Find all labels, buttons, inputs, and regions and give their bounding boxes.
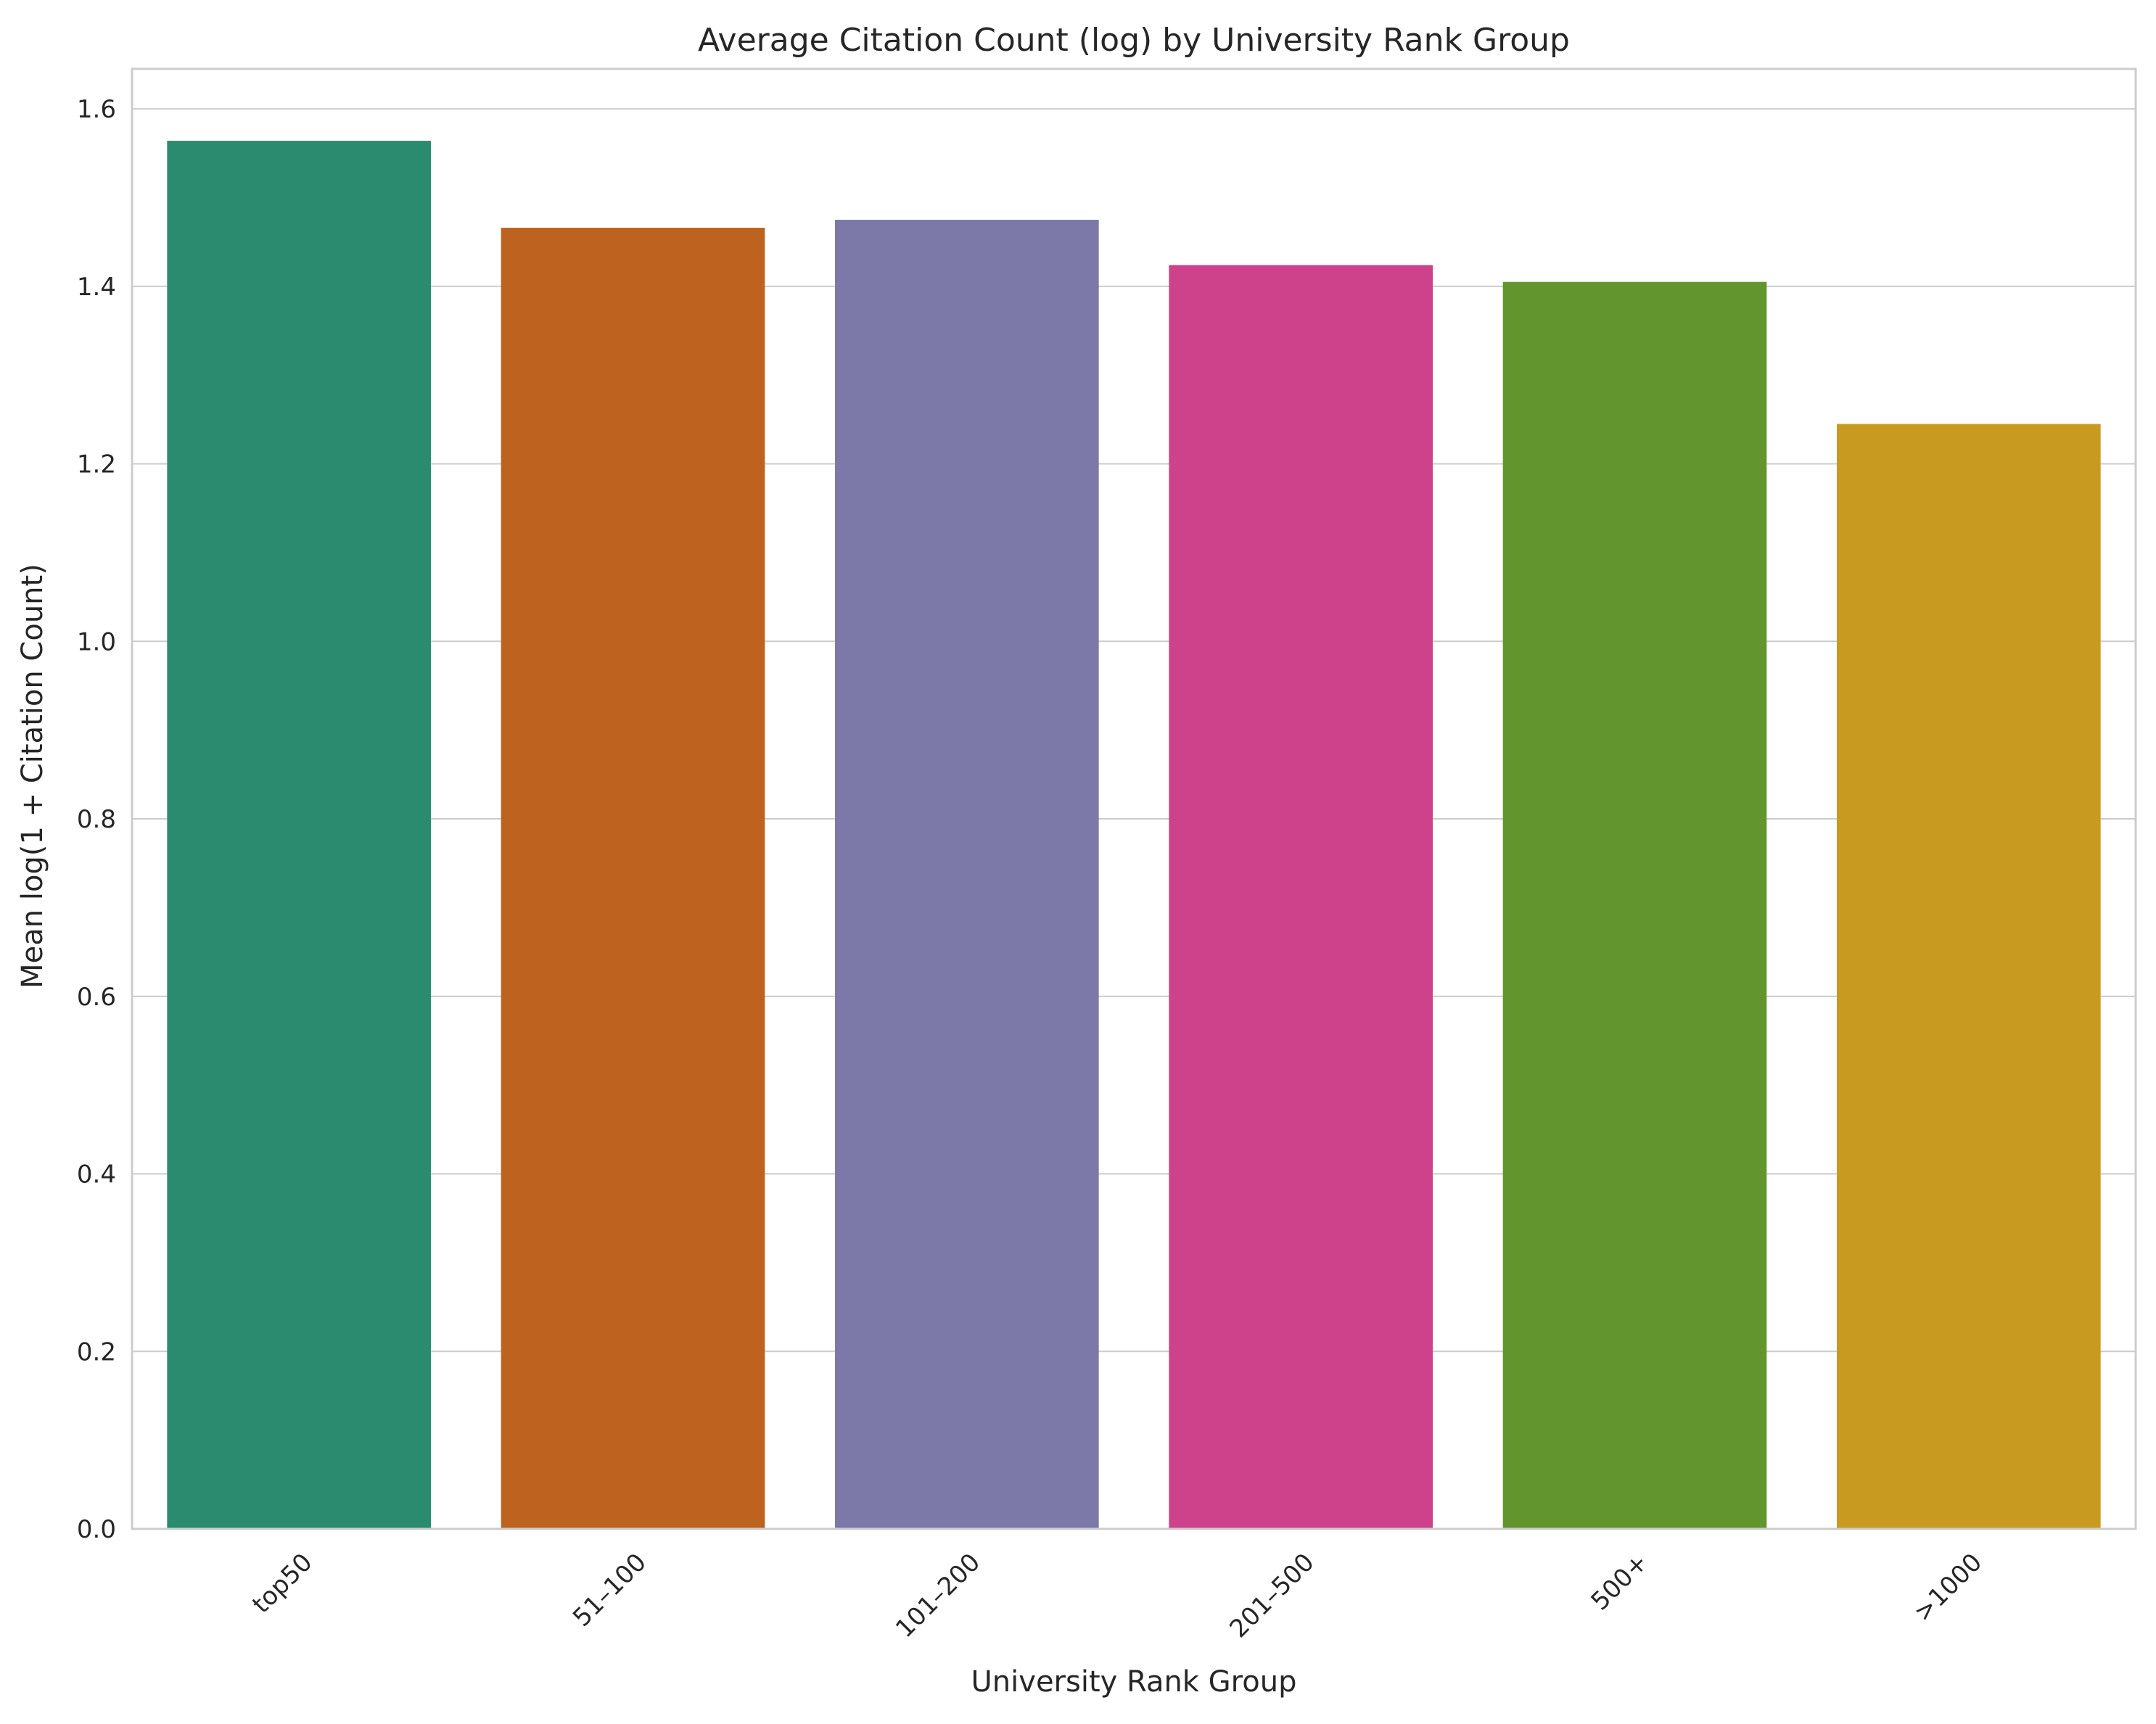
bar bbox=[501, 228, 765, 1530]
x-axis-label: University Rank Group bbox=[971, 1665, 1297, 1699]
y-tick-label: 0.6 bbox=[77, 983, 116, 1012]
y-tick-label: 0.4 bbox=[77, 1160, 116, 1189]
plot-frame bbox=[131, 67, 2137, 1530]
y-tick-label: 1.2 bbox=[77, 450, 116, 479]
bar bbox=[1837, 424, 2101, 1529]
bar bbox=[1169, 265, 1433, 1530]
y-tick-label: 1.6 bbox=[77, 95, 116, 124]
y-tick-label: 1.4 bbox=[77, 273, 116, 302]
bar bbox=[167, 141, 431, 1529]
y-axis-label: Mean log(1 + Citation Count) bbox=[16, 564, 49, 989]
y-tick-label: 0.0 bbox=[77, 1515, 116, 1544]
bar bbox=[1502, 281, 1767, 1530]
chart-title: Average Citation Count (log) by Universi… bbox=[698, 22, 1570, 59]
bars bbox=[167, 141, 2101, 1530]
y-tick-label: 0.8 bbox=[77, 805, 116, 834]
y-tick-labels: 0.0 0.2 0.4 0.6 0.8 1.0 1.2 1.4 1.6 bbox=[77, 95, 116, 1544]
y-tick-label: 1.0 bbox=[77, 627, 116, 656]
y-tick-label: 0.2 bbox=[77, 1337, 116, 1366]
bar bbox=[835, 220, 1099, 1529]
